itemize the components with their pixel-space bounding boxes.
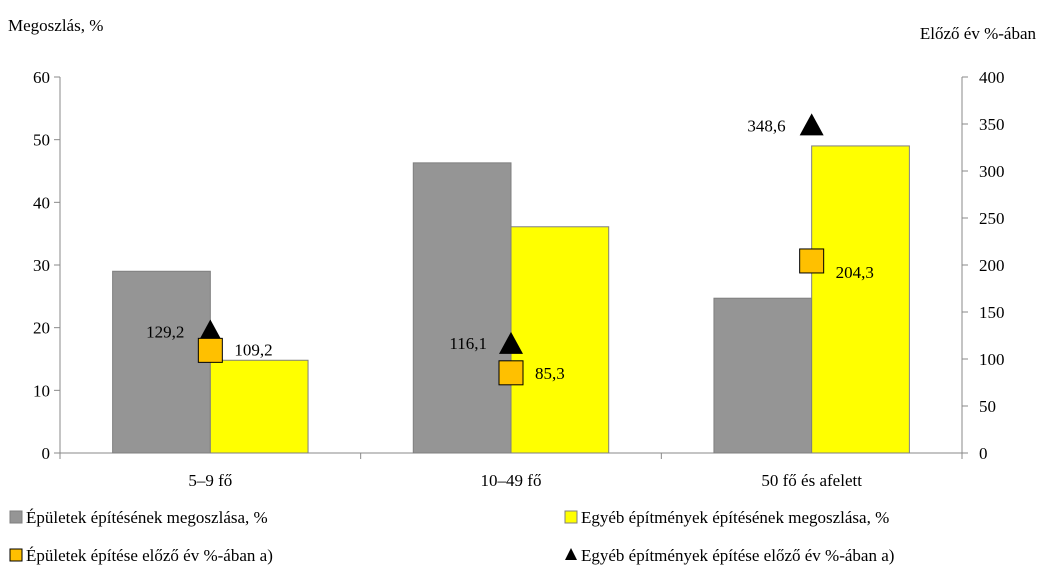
y-right-axis: 0 50 100 150 200 250 300 350 400 — [961, 68, 1005, 463]
legend-swatch — [9, 510, 23, 524]
triangle-marker — [499, 331, 523, 354]
legend-label: Egyéb építmények építése előző év %-ában… — [581, 546, 894, 565]
y-left-axis-title: Megoszlás, % — [8, 16, 103, 35]
y-right-tick-label: 400 — [979, 68, 1005, 87]
y-left-tick-label: 20 — [33, 319, 50, 338]
triangle-data-label: 116,1 — [449, 334, 487, 353]
bar — [811, 145, 910, 454]
y-right-tick-label: 300 — [979, 162, 1005, 181]
y-left-tick-label: 30 — [33, 256, 50, 275]
y-right-tick-label: 200 — [979, 256, 1005, 275]
y-left-tick-label: 50 — [33, 131, 50, 150]
bar — [112, 270, 211, 454]
legend-swatch — [9, 548, 23, 562]
bar — [713, 297, 813, 454]
triangle-marker — [198, 319, 223, 342]
bar — [412, 162, 512, 454]
y-right-tick-label: 350 — [979, 115, 1005, 134]
legend-item: Egyéb építmények építése előző év %-ában… — [565, 546, 894, 565]
square-marker — [498, 360, 524, 386]
y-left-tick-label: 0 — [42, 444, 51, 463]
y-right-tick-label: 50 — [979, 397, 996, 416]
square-marker — [799, 248, 825, 274]
square-data-label: 109,2 — [234, 340, 272, 359]
x-tick-label: 10–49 fő — [481, 471, 542, 490]
legend-label: Épületek építésének megoszlása, % — [26, 508, 268, 527]
legend-swatch — [564, 510, 578, 524]
y-right-tick-label: 250 — [979, 209, 1005, 228]
square-data-label: 85,3 — [535, 364, 565, 383]
legend: Épületek építésének megoszlása, % Egyéb é… — [9, 508, 894, 565]
triangle-marker — [799, 113, 824, 136]
square-marker — [197, 337, 223, 363]
bar — [510, 226, 610, 454]
y-right-tick-label: 0 — [979, 444, 988, 463]
triangle-data-label: 129,2 — [146, 323, 184, 342]
bars — [112, 145, 910, 454]
x-axis: 5–9 fő 10–49 fő 50 fő és afelett — [59, 452, 963, 490]
legend-item: Épületek építésének megoszlása, % — [9, 508, 268, 527]
x-tick-label: 5–9 fő — [188, 471, 232, 490]
y-left-tick-label: 10 — [33, 381, 50, 400]
y-right-tick-label: 150 — [979, 303, 1005, 322]
bar — [209, 359, 309, 454]
legend-label: Egyéb építmények építésének megoszlása, … — [581, 508, 889, 527]
square-data-label: 204,3 — [836, 263, 874, 282]
legend-label: Épületek építése előző év %-ában a) — [26, 546, 273, 565]
y-right-axis-title: Előző év %-ában — [920, 24, 1037, 43]
y-left-tick-label: 60 — [33, 68, 50, 87]
legend-item: Épületek építése előző év %-ában a) — [9, 546, 273, 565]
triangle-data-label: 348,6 — [747, 116, 785, 135]
y-left-axis: 0 10 20 30 40 50 60 — [33, 68, 61, 463]
y-right-tick-label: 100 — [979, 350, 1005, 369]
x-tick-label: 50 fő és afelett — [761, 471, 862, 490]
legend-item: Egyéb építmények építésének megoszlása, … — [564, 508, 889, 527]
y-left-tick-label: 40 — [33, 193, 50, 212]
markers: 129,2 109,2 116,1 85,3 348,6 204,3 — [146, 113, 874, 386]
legend-swatch — [565, 548, 577, 560]
